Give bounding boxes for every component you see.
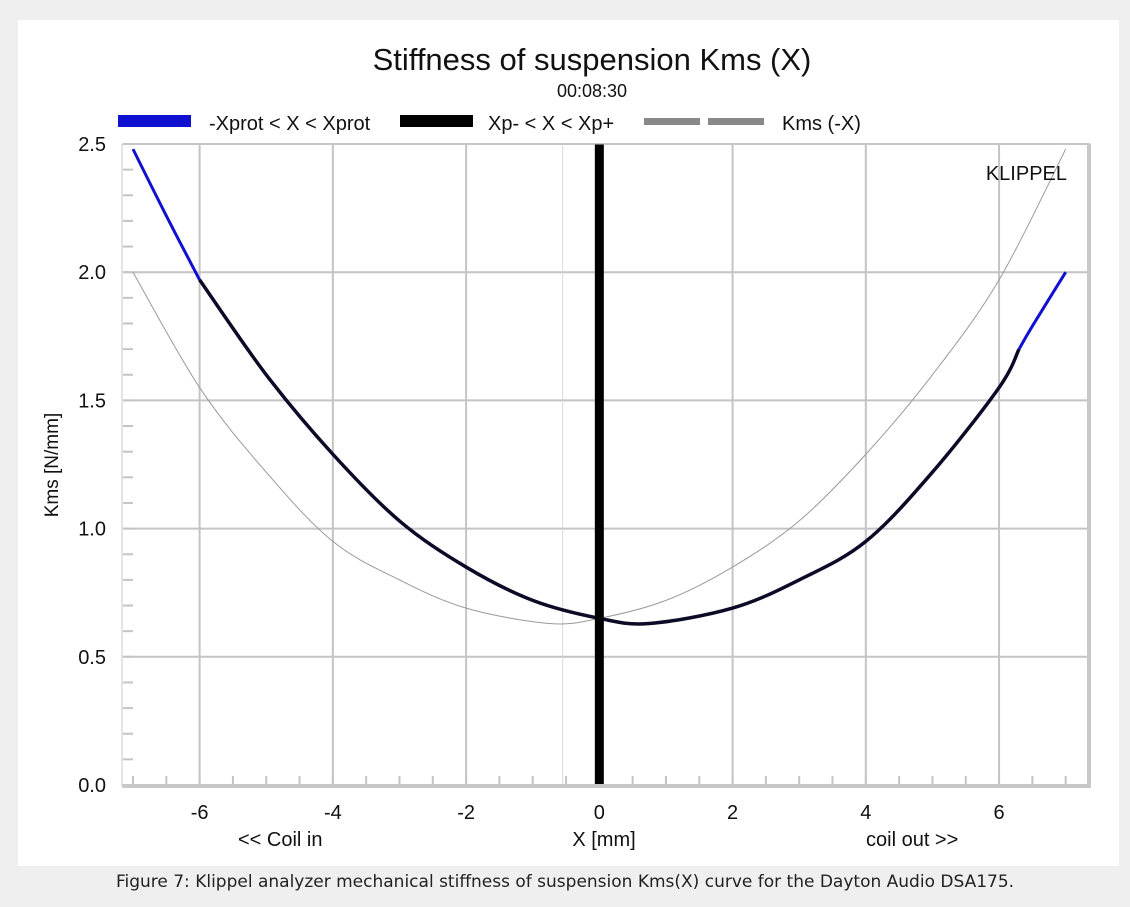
y-tick-label: 2.5 xyxy=(78,134,106,156)
y-tick-label: 1.0 xyxy=(78,519,106,541)
plot-area xyxy=(123,144,1090,785)
x-tick-label: 0 xyxy=(594,802,605,824)
x-tick-label: 4 xyxy=(860,802,871,824)
legend-label-series-2: Kms (-X) xyxy=(782,113,861,135)
series-xp-line xyxy=(198,278,1021,626)
y-tick-label: 2.0 xyxy=(78,262,106,284)
series-layer xyxy=(131,144,1067,785)
series-xprot-line-1 xyxy=(1017,271,1067,350)
y-tick-label: 0.0 xyxy=(78,775,106,797)
figure-caption: Figure 7: Klippel analyzer mechanical st… xyxy=(115,872,1015,892)
y-tick-label: 0.5 xyxy=(78,647,106,669)
x-tick-label: -2 xyxy=(457,802,475,824)
legend-swatch-series-0 xyxy=(118,115,191,127)
chart-title: Stiffness of suspension Kms (X) xyxy=(373,42,812,77)
y-axis-label: Kms [N/mm] xyxy=(42,413,63,518)
legend-swatch-series-2b xyxy=(708,118,764,125)
coil-in-label: << Coil in xyxy=(238,829,323,851)
minor-ticks xyxy=(123,168,1067,785)
x-tick-labels: -6 -4 -2 0 2 4 6 xyxy=(191,802,1005,824)
x-tick-label: 2 xyxy=(727,802,738,824)
series-kms-mirror-line xyxy=(132,148,1067,625)
legend-swatch-series-2a xyxy=(644,118,700,125)
brand-label: KLIPPEL xyxy=(986,163,1067,185)
coil-out-label: coil out >> xyxy=(866,829,958,851)
legend-label-series-1: Xp- < X < Xp+ xyxy=(488,113,614,135)
x-axis-label: X [mm] xyxy=(572,829,635,851)
chart: Stiffness of suspension Kms (X) 00:08:30… xyxy=(42,42,1091,851)
x-tick-label: -4 xyxy=(324,802,342,824)
x-tick-label: -6 xyxy=(191,802,209,824)
chart-subtitle: 00:08:30 xyxy=(557,81,627,101)
series-xprot-line-0 xyxy=(131,148,201,281)
x-tick-label: 6 xyxy=(993,802,1004,824)
figure-card: Stiffness of suspension Kms (X) 00:08:30… xyxy=(18,20,1119,866)
legend-label-series-0: -Xprot < X < Xprot xyxy=(209,113,371,135)
legend-swatch-series-1 xyxy=(400,115,473,127)
y-tick-labels: 0.0 0.5 1.0 1.5 2.0 2.5 xyxy=(78,134,106,797)
y-tick-label: 1.5 xyxy=(78,390,106,412)
legend: -Xprot < X < Xprot Xp- < X < Xp+ Kms (-X… xyxy=(118,113,861,135)
